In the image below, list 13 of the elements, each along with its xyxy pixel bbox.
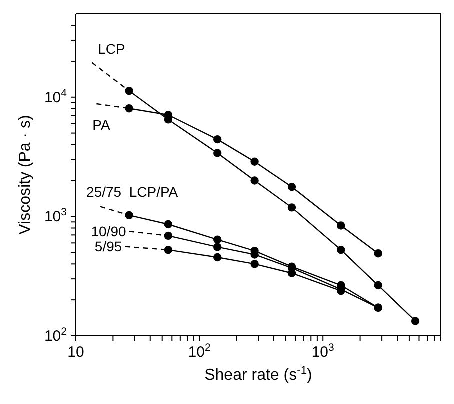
x-tick-label: 10$^{2}$ [188, 342, 211, 361]
y-tick-label: 10$^{2}$ [44, 326, 68, 345]
series-label: 25/75 LCP/PA [86, 184, 179, 200]
x-tick-label: 10 [68, 344, 84, 361]
series-label: LCP [98, 40, 126, 57]
x-axis-title: Shear rate (s$^{-1}$) [204, 365, 312, 384]
series-label: 5/95 [94, 238, 122, 255]
y-tick-label: 10$^{3}$ [44, 206, 68, 226]
x-tick-label: 10$^{3}$ [312, 342, 335, 361]
y-tick-label: 10$^{4}$ [44, 87, 68, 106]
y-axis-title: Viscosity (Pa · s) [17, 115, 34, 235]
series-label: PA [92, 117, 111, 134]
series-label: 10/90 [91, 224, 126, 240]
